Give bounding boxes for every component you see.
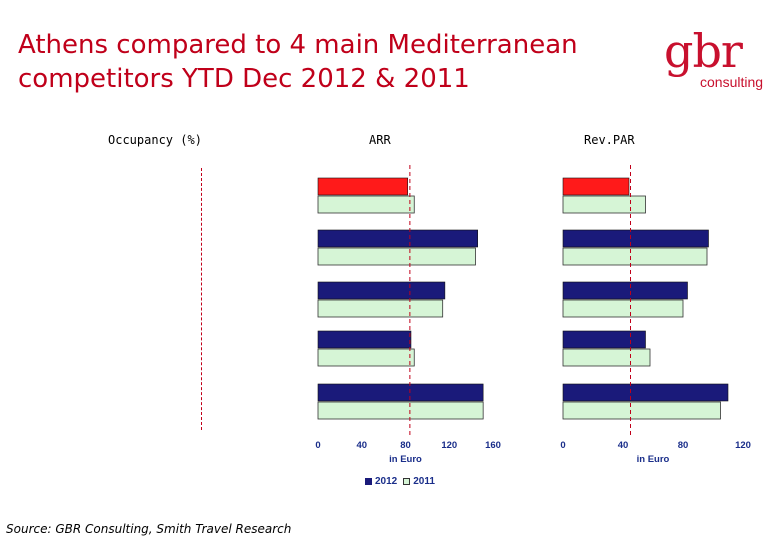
revpar-bar-2011-1 bbox=[562, 247, 708, 266]
revpar-bar-2012-0 bbox=[562, 177, 630, 196]
arr-bar-2012-2 bbox=[317, 281, 446, 300]
arr-bar-2011-2 bbox=[317, 299, 444, 318]
arr-bar-2011-0 bbox=[317, 195, 415, 214]
arr-bar-2011-4 bbox=[317, 401, 484, 420]
revpar-bar-2011-4 bbox=[562, 401, 721, 420]
arr-tick-label-2: 80 bbox=[400, 440, 411, 451]
revpar-chart: 0 40 80 120 in Euro bbox=[560, 165, 751, 465]
revpar-bar-2012-1 bbox=[562, 229, 709, 248]
arr-tick-label-4: 160 bbox=[485, 440, 501, 451]
revpar-tick-label-2: 80 bbox=[678, 440, 689, 451]
revpar-panel-title: Rev.PAR bbox=[584, 133, 635, 147]
logo-wordmark: gbr bbox=[664, 24, 743, 78]
arr-axis-label: in Euro bbox=[389, 454, 422, 465]
chart-legend: 2012 2011 bbox=[365, 476, 435, 487]
arr-bar-2012-0 bbox=[317, 177, 408, 196]
logo-subtitle: consulting bbox=[700, 74, 764, 90]
gbr-logo: gbr consulting bbox=[664, 24, 768, 92]
occupancy-panel-title: Occupancy (%) bbox=[108, 133, 202, 147]
arr-chart: 0 40 80 120 160 in Euro bbox=[315, 165, 501, 465]
revpar-bar-2011-0 bbox=[562, 195, 646, 214]
legend-swatch-2012 bbox=[365, 478, 372, 485]
legend-swatch-2011 bbox=[403, 478, 411, 485]
arr-panel-title: ARR bbox=[369, 133, 391, 147]
arr-bar-2011-3 bbox=[317, 348, 415, 367]
arr-tick-label-1: 40 bbox=[356, 440, 367, 451]
revpar-tick-label-0: 0 bbox=[560, 440, 565, 451]
revpar-bar-2011-2 bbox=[562, 299, 684, 318]
arr-tick-label-3: 120 bbox=[441, 440, 457, 451]
page-title: Athens compared to 4 main Mediterranean … bbox=[18, 30, 578, 94]
source-note: Source: GBR Consulting, Smith Travel Res… bbox=[6, 522, 292, 536]
revpar-bar-2011-3 bbox=[562, 348, 651, 367]
arr-tick-label-0: 0 bbox=[315, 440, 320, 451]
revpar-tick-label-1: 40 bbox=[618, 440, 629, 451]
arr-bar-2011-1 bbox=[317, 247, 476, 266]
arr-bar-2012-3 bbox=[317, 330, 412, 349]
occupancy-reference-line bbox=[201, 168, 202, 430]
arr-bar-2012-4 bbox=[317, 383, 484, 402]
legend-label-2012: 2012 bbox=[375, 476, 398, 487]
revpar-bar-2012-2 bbox=[562, 281, 688, 300]
arr-bar-2012-1 bbox=[317, 229, 478, 248]
revpar-axis-label: in Euro bbox=[637, 454, 670, 465]
revpar-bar-2012-4 bbox=[562, 383, 729, 402]
legend-label-2011: 2011 bbox=[413, 476, 435, 487]
revpar-bar-2012-3 bbox=[562, 330, 646, 349]
revpar-tick-label-3: 120 bbox=[735, 440, 751, 451]
